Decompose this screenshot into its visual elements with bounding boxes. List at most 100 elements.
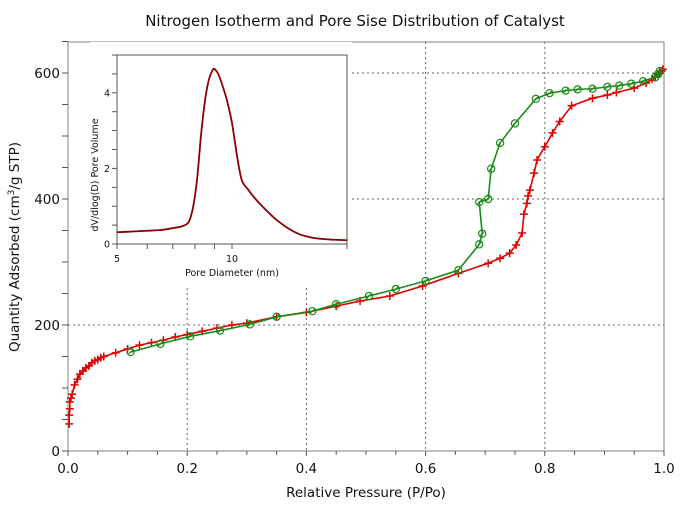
data-point-plus	[555, 117, 564, 126]
data-point-circle	[615, 81, 624, 90]
data-point-slash	[497, 140, 503, 146]
data-point-plus	[524, 191, 533, 200]
inset-y-axis-label: dV/dlog(D) Pore Volume	[90, 118, 101, 231]
data-point-plus	[548, 128, 557, 137]
data-point-circle	[655, 66, 665, 76]
data-point-slash	[392, 286, 399, 292]
x-tick-label: 0.8	[534, 461, 555, 477]
data-point-circle	[483, 194, 493, 204]
data-point-slash	[366, 293, 372, 299]
data-point-slash	[604, 84, 611, 90]
x-tick-label: 0.4	[296, 461, 317, 477]
data-point-circle	[185, 332, 195, 341]
data-point-circle	[332, 300, 341, 309]
data-point-plus	[73, 375, 82, 384]
y-tick-label: 200	[34, 318, 60, 334]
inset-series-group	[116, 67, 348, 242]
data-point-plus	[65, 397, 74, 406]
data-point-slash	[512, 120, 518, 127]
data-point-slash	[533, 95, 539, 102]
data-point-plus	[533, 155, 542, 164]
x-tick-label: 0.0	[57, 461, 78, 477]
inset-y-axis: 0 2 4	[104, 54, 117, 251]
data-point-plus	[484, 259, 493, 268]
data-point-circle	[245, 320, 254, 329]
data-point-plus	[588, 94, 597, 103]
data-point-slash	[628, 80, 635, 87]
x-tick-label: 1.0	[653, 461, 674, 477]
data-point-circle	[475, 197, 484, 207]
x-axis-label: Relative Pressure (P/Po)	[286, 485, 446, 501]
y-tick-label: 600	[34, 66, 60, 82]
inset-x-tick-label: 5	[114, 254, 120, 265]
data-point-slash	[157, 341, 164, 347]
data-point-plus	[522, 199, 531, 208]
data-point-plus	[519, 210, 528, 219]
data-point-plus	[99, 352, 108, 361]
data-point-circle	[545, 88, 554, 98]
main-y-axis: 0 200 400 600	[34, 41, 68, 460]
main-gridlines	[68, 42, 664, 451]
chart-title: Nitrogen Isotherm and Pore Sise Distribu…	[145, 12, 565, 30]
data-point-slash	[127, 349, 134, 355]
data-point-circle	[215, 326, 225, 335]
main-series-group	[65, 65, 667, 428]
data-point-plus	[505, 249, 514, 258]
y-tick-label: 0	[51, 444, 60, 460]
data-point-circle	[308, 306, 317, 316]
data-point-circle	[391, 284, 400, 294]
data-point-slash	[476, 241, 483, 248]
data-point-circle	[475, 240, 484, 249]
data-point-slash	[187, 333, 194, 340]
data-point-slash	[488, 165, 495, 172]
data-point-slash	[574, 86, 581, 93]
inset-x-axis: 5 10	[114, 244, 348, 265]
y-axis-label: Quantity Adsorbed (cm3/g STP)	[7, 142, 23, 352]
data-point-plus	[603, 91, 612, 100]
data-point-slash	[589, 85, 596, 92]
data-point-plus	[147, 338, 156, 347]
data-point-circle	[156, 339, 165, 349]
data-point-circle	[573, 85, 582, 94]
data-point-circle	[588, 84, 597, 93]
data-point-slash	[273, 313, 280, 320]
data-point-circle	[478, 229, 487, 238]
data-point-slash	[217, 327, 223, 334]
data-point-slash	[640, 78, 646, 85]
data-point-circle	[510, 119, 520, 128]
data-point-slash	[476, 199, 483, 206]
data-point-circle	[126, 347, 135, 357]
x-tick-label: 0.2	[176, 461, 197, 477]
inset-series-line	[116, 67, 348, 242]
main-x-axis: 0.0 0.2 0.4 0.6 0.8 1.0	[57, 451, 675, 477]
series-adsorption	[65, 65, 667, 428]
data-point-slash	[562, 87, 569, 94]
data-point-plus	[525, 186, 534, 195]
data-point-plus	[70, 380, 79, 389]
data-point-circle	[561, 86, 570, 95]
data-point-slash	[333, 301, 340, 308]
data-point-slash	[479, 230, 486, 237]
data-point-slash	[422, 278, 429, 284]
data-point-circle	[454, 265, 463, 275]
data-point-slash	[546, 90, 553, 97]
data-point-plus	[512, 240, 521, 249]
data-point-plus	[540, 142, 549, 151]
data-point-plus	[65, 404, 74, 413]
data-point-plus	[135, 341, 144, 350]
data-point-plus	[68, 390, 77, 399]
series-desorption	[126, 66, 665, 357]
data-point-circle	[638, 76, 648, 86]
data-point-circle	[486, 164, 496, 173]
inset-y-tick-label: 0	[104, 240, 110, 251]
data-point-plus	[530, 169, 539, 178]
data-point-plus	[111, 348, 120, 357]
y-tick-label: 400	[34, 192, 60, 208]
data-point-circle	[272, 312, 281, 322]
data-point-plus	[612, 88, 621, 97]
data-point-circle	[627, 79, 636, 88]
data-point-plus	[66, 394, 75, 403]
data-point-slash	[485, 196, 492, 202]
data-point-slash	[656, 68, 663, 74]
